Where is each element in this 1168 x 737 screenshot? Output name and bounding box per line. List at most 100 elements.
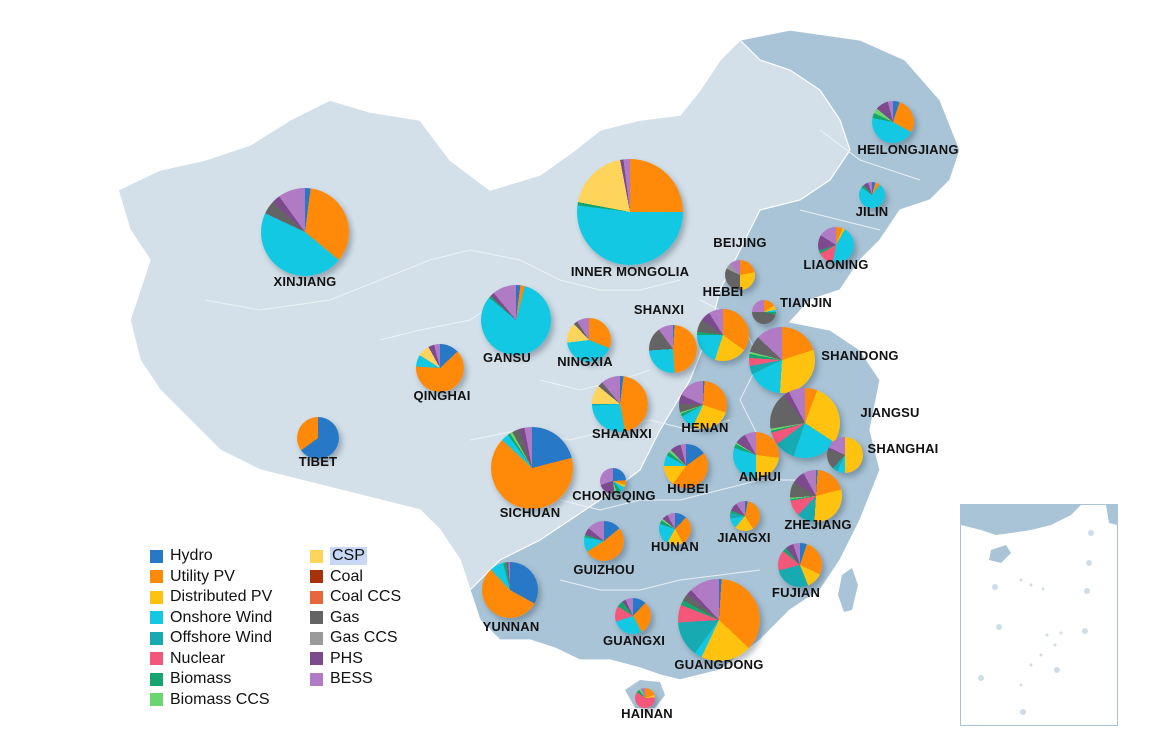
legend-item-utility-pv: Utility PV [150,567,272,588]
legend-item-offshore-wind: Offshore Wind [150,628,272,649]
province-label-chongqing: CHONGQING [572,488,656,503]
province-label-zhejiang: ZHEJIANG [784,517,852,532]
legend-swatch [310,590,323,604]
pie-chart-heilongjiang [872,101,914,143]
pie-chart-hebei [697,309,749,361]
legend-swatch [150,549,163,563]
pie-chart-yunnan [482,562,538,618]
legend-label: BESS [330,670,373,688]
province-label-heilongjiang: HEILONGJIANG [857,142,959,157]
province-label-shaanxi: SHAANXI [592,426,652,441]
province-label-sichuan: SICHUAN [499,505,561,520]
legend-swatch [150,611,163,625]
pie-chart-jiangxi [730,501,760,531]
province-label-shanxi: SHANXI [633,302,685,317]
legend-swatch [310,672,323,686]
legend-item-hydro: Hydro [150,546,272,567]
pie-chart-qinghai [416,344,464,392]
pie-chart-shaanxi [592,376,648,432]
pie-chart-hunan [659,513,691,545]
legend-swatch [150,652,163,666]
legend-item-distributed-pv: Distributed PV [150,587,272,608]
province-label-inner-mongolia: INNER MONGOLIA [570,264,690,279]
legend-column-2: CSP Coal Coal CCS Gas Gas CCS PHS BESS [310,546,401,690]
province-label-henan: HENAN [681,420,729,435]
legend-label: Utility PV [170,567,235,585]
legend-label: Hydro [170,547,213,565]
legend-swatch [150,672,163,686]
taiwan [838,568,858,612]
legend-item-gas-ccs: Gas CCS [310,628,401,649]
legend-label: PHS [330,649,363,667]
pie-chart-tibet [297,417,339,459]
legend-swatch [150,570,163,584]
province-label-anhui: ANHUI [738,469,782,484]
province-label-shandong: SHANDONG [821,348,899,363]
pie-chart-hubei [664,444,708,488]
province-label-hubei: HUBEI [667,481,709,496]
legend-label: Biomass CCS [170,690,270,708]
pie-chart-gansu [481,285,551,355]
legend-label: Distributed PV [170,588,273,606]
pie-chart-tianjin [752,300,776,324]
pie-chart-xinjiang [261,188,349,276]
pie-chart-liaoning [818,227,854,263]
legend-swatch [310,570,323,584]
province-label-jiangxi: JIANGXI [717,530,771,545]
province-label-liaoning: LIAONING [803,257,869,272]
province-label-hunan: HUNAN [651,539,699,554]
legend-item-bess: BESS [310,669,401,690]
legend-item-gas: Gas [310,608,401,629]
province-label-tibet: TIBET [298,454,338,469]
province-label-qinghai: QINGHAI [413,388,471,403]
legend-item-biomass: Biomass [150,669,272,690]
province-label-jiangsu: JIANGSU [860,405,920,420]
legend-item-coal-ccs: Coal CCS [310,587,401,608]
legend-item-biomass-ccs: Biomass CCS [150,690,272,711]
legend-item-nuclear: Nuclear [150,649,272,670]
legend-label: Offshore Wind [170,629,272,647]
pie-chart-sichuan [491,427,573,509]
legend-label: CSP [330,547,367,566]
province-label-hebei: HEBEI [702,284,744,299]
legend-label: Gas [330,608,360,626]
pie-chart-beijing [725,260,755,290]
pie-chart-ningxia [567,318,611,362]
province-label-tianjin: TIANJIN [780,295,832,310]
legend-swatch [310,611,323,625]
pie-chart-shanghai [827,437,863,473]
legend-label: Gas CCS [330,629,398,647]
pie-chart-guangxi [615,598,651,634]
legend-item-phs: PHS [310,649,401,670]
pie-chart-fujian [778,543,822,587]
legend-swatch [310,549,323,563]
inset-map [961,505,1117,715]
pie-chart-shandong [749,327,815,393]
province-label-beijing: BEIJING [713,235,767,250]
province-label-ningxia: NINGXIA [557,354,613,369]
province-label-gansu: GANSU [483,350,531,365]
province-label-yunnan: YUNNAN [482,619,540,634]
province-label-guangxi: GUANGXI [602,633,666,648]
legend-item-onshore-wind: Onshore Wind [150,608,272,629]
legend-label: Coal CCS [330,588,402,606]
pie-chart-inner-mongolia [577,159,683,265]
legend-item-coal: Coal [310,567,401,588]
legend-label: Onshore Wind [170,608,273,626]
province-label-xinjiang: XINJIANG [273,274,337,289]
pie-chart-anhui [733,432,779,478]
province-label-fujian: FUJIAN [771,585,821,600]
pie-chart-hainan [635,688,655,708]
legend-swatch [150,693,163,707]
pie-chart-guangdong [678,579,760,661]
pie-chart-chongqing [600,468,626,494]
pie-chart-henan [679,381,727,429]
province-label-guangdong: GUANGDONG [674,657,764,672]
legend-swatch [310,631,323,645]
province-label-guizhou: GUIZHOU [573,562,635,577]
pie-chart-zhejiang [790,470,842,522]
south-china-sea-inset [960,504,1118,726]
province-label-hainan: HAINAN [621,706,673,721]
legend-swatch [310,652,323,666]
pie-chart-shanxi [649,325,697,373]
